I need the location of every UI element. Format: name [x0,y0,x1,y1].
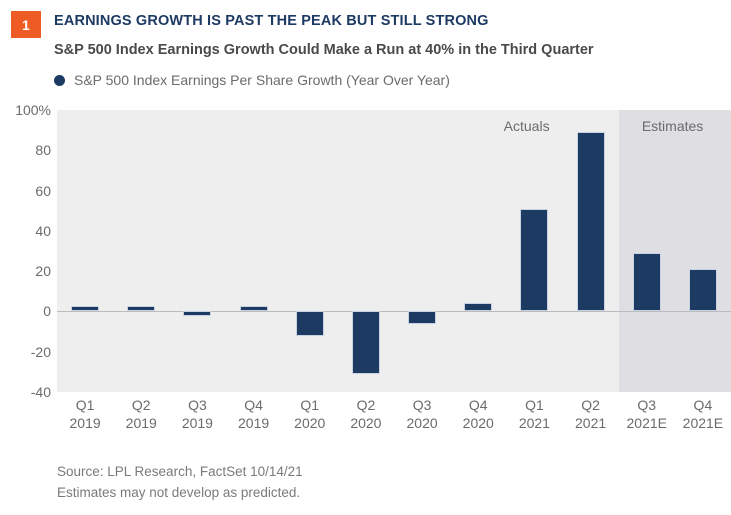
x-axis-tick-label: Q2 2019 [125,397,157,431]
disclaimer-text: Estimates may not develop as predicted. [57,485,301,500]
x-axis-tick-label: Q2 2020 [350,397,382,431]
x-axis-tick-label: Q3 2019 [181,397,213,431]
y-axis-tick-label: 40 [35,222,51,239]
legend-series-label: S&P 500 Index Earnings Per Share Growth … [74,72,450,88]
bar [408,311,437,324]
bar [127,306,156,312]
bar [351,311,380,374]
x-axis-tick-label: Q2 2021 [575,397,607,431]
bar [632,253,661,312]
x-axis-tick-label: Q4 2021E [682,397,724,431]
estimates-shaded-region [618,110,731,392]
y-axis-tick-label: -40 [30,384,51,400]
bar [239,306,268,312]
y-axis-tick-label: 60 [35,182,51,199]
y-axis-tick-label: 80 [35,142,51,159]
x-axis-tick-label: Q1 2020 [294,397,326,431]
chart-subtitle: S&P 500 Index Earnings Growth Could Make… [54,42,594,58]
x-axis-tick-label: Q1 2021 [518,397,550,431]
zero-baseline [57,311,731,313]
x-axis-tick-label: Q4 2020 [462,397,494,431]
bar [576,132,605,312]
bar [183,311,212,317]
legend-dot-icon [54,74,65,86]
x-axis: Q1 2019 Q2 2019 Q3 2019 Q4 2019 Q1 2020 Q2 2020 Q3 20… [57,396,731,444]
y-axis-tick-label: 100% [15,102,51,118]
annotation-actuals: Actuals [503,118,550,134]
y-axis-tick-label: 20 [35,263,51,280]
chart-legend: S&P 500 Index Earnings Per Share Growth … [54,72,450,88]
annotation-estimates: Estimates [641,118,704,134]
bar [520,208,549,312]
y-axis-tick-label: 0 [43,303,51,320]
figure-number-badge: 1 [11,11,41,38]
y-axis-tick-label: -20 [30,343,51,360]
x-axis-tick-label: Q4 2019 [238,397,270,431]
chart-footer: Source: LPL Research, FactSet 10/14/21 E… [57,461,303,503]
x-axis-tick-label: Q3 2021E [626,397,667,431]
x-axis-tick-label: Q1 2019 [69,397,101,431]
bar [295,311,324,336]
bar [688,269,717,312]
bar [464,303,493,312]
page-title: EARNINGS GROWTH IS PAST THE PEAK BUT STI… [54,13,489,29]
x-axis-tick-label: Q3 2020 [406,397,438,431]
bar [71,306,100,312]
source-text: Source: LPL Research, FactSet 10/14/21 [57,464,303,479]
y-axis: 100% 80 60 40 20 0 -20 -40 [0,102,51,400]
plot-area: Actuals Estimates [57,110,731,392]
